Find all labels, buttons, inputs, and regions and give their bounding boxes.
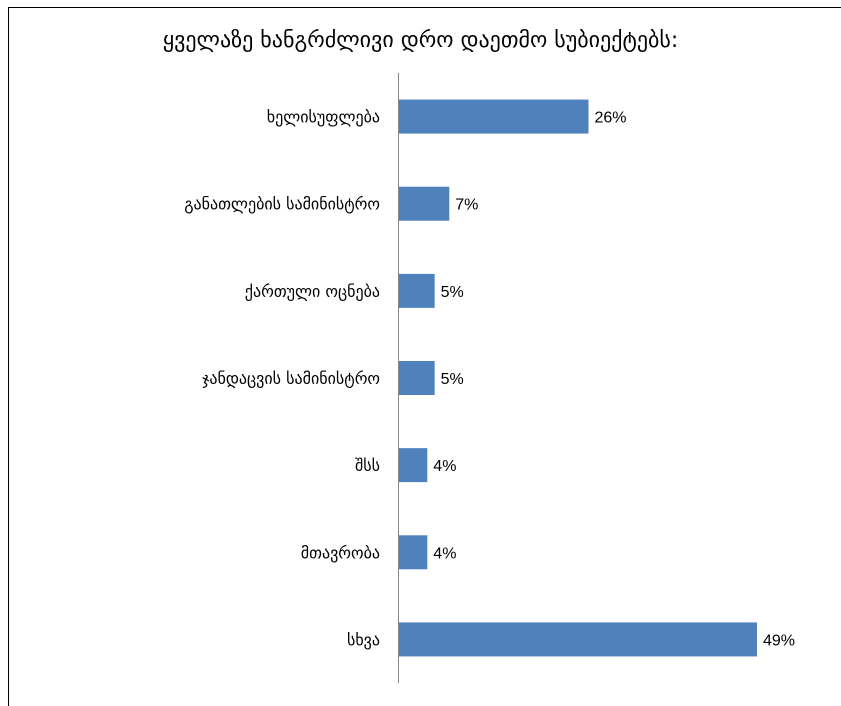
- category-label: ქართული ოცნება: [245, 282, 380, 301]
- bars-group: ხელისუფლება 26% განათლების სამინისტრო 7% ქარ…: [184, 99, 795, 657]
- data-label: 4%: [433, 545, 456, 562]
- bar: [398, 99, 589, 134]
- category-label: მთავრობა: [301, 543, 380, 562]
- chart-title: ყველაზე ხანგრძლივი დრო დაეთმო სუბიექტებს…: [162, 28, 679, 53]
- bar: [398, 535, 428, 570]
- bar: [398, 361, 435, 395]
- chart-frame: [8, 7, 841, 706]
- category-label: განათლების სამინისტრო: [184, 195, 380, 214]
- bar: [398, 448, 428, 483]
- category-label: შსს: [355, 456, 380, 475]
- data-label: 26%: [594, 110, 626, 127]
- bar: [398, 273, 435, 308]
- data-label: 49%: [763, 632, 795, 649]
- category-label: ჯანდაცვის სამინისტრო: [202, 369, 380, 388]
- data-label: 4%: [433, 458, 456, 475]
- category-label: ხელისუფლება: [267, 108, 380, 127]
- bar: [398, 622, 757, 657]
- bar: [398, 186, 450, 221]
- category-label: სხვა: [347, 630, 380, 649]
- data-label: 5%: [441, 371, 464, 388]
- data-label: 7%: [455, 197, 478, 214]
- data-label: 5%: [441, 284, 464, 301]
